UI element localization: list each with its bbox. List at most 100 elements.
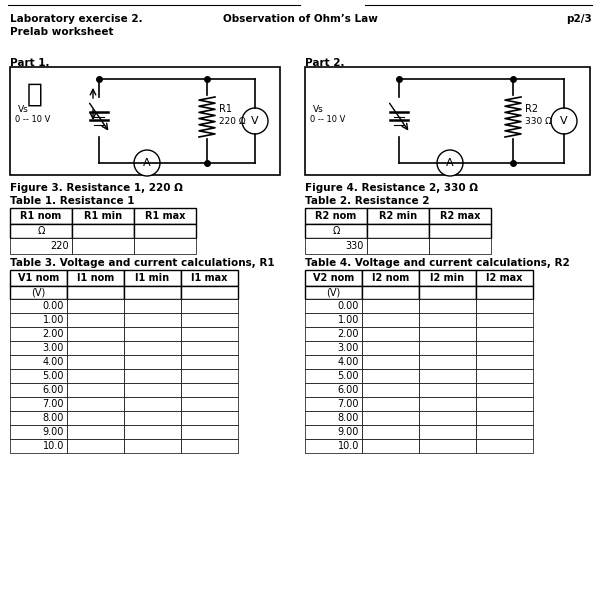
Text: Laboratory exercise 2.: Laboratory exercise 2. xyxy=(10,14,143,24)
Bar xyxy=(429,238,491,254)
Text: I1 min: I1 min xyxy=(136,273,170,283)
Text: R1 nom: R1 nom xyxy=(20,211,62,221)
Bar xyxy=(134,224,196,238)
Text: 5.00: 5.00 xyxy=(337,371,359,381)
Bar xyxy=(10,270,67,286)
Bar xyxy=(305,270,362,286)
Bar xyxy=(124,397,181,411)
Bar xyxy=(362,299,419,313)
Bar xyxy=(362,425,419,439)
Bar xyxy=(305,299,362,313)
Text: 10.0: 10.0 xyxy=(43,441,64,451)
Text: 0 -- 10 V: 0 -- 10 V xyxy=(15,115,50,124)
Bar xyxy=(367,238,429,254)
Bar xyxy=(124,369,181,383)
Bar xyxy=(67,397,124,411)
Bar xyxy=(367,224,429,238)
Bar xyxy=(124,355,181,369)
Bar xyxy=(305,425,362,439)
Bar xyxy=(10,383,67,397)
Bar xyxy=(305,238,367,254)
Bar xyxy=(67,327,124,341)
Text: 0.00: 0.00 xyxy=(43,301,64,311)
Bar xyxy=(10,299,67,313)
Bar xyxy=(419,313,476,327)
Bar xyxy=(10,224,72,238)
Bar xyxy=(305,411,362,425)
Bar xyxy=(134,208,196,224)
Bar xyxy=(124,299,181,313)
Bar xyxy=(305,313,362,327)
Text: I1 max: I1 max xyxy=(191,273,227,283)
Text: 8.00: 8.00 xyxy=(338,413,359,423)
Bar xyxy=(10,208,72,224)
Bar xyxy=(181,327,238,341)
Text: Figure 3. Resistance 1, 220 Ω: Figure 3. Resistance 1, 220 Ω xyxy=(10,183,183,193)
Text: 9.00: 9.00 xyxy=(43,427,64,437)
Text: A: A xyxy=(143,158,151,168)
Bar xyxy=(476,299,533,313)
Bar xyxy=(362,369,419,383)
Text: I1 nom: I1 nom xyxy=(77,273,114,283)
Text: I2 nom: I2 nom xyxy=(372,273,409,283)
Bar xyxy=(362,327,419,341)
Text: V: V xyxy=(560,116,568,126)
Text: 3.00: 3.00 xyxy=(338,343,359,353)
Bar xyxy=(10,341,67,355)
Bar xyxy=(10,313,67,327)
Bar xyxy=(10,439,67,453)
Bar xyxy=(419,327,476,341)
Circle shape xyxy=(134,150,160,176)
Bar xyxy=(476,425,533,439)
Bar xyxy=(67,286,124,299)
Text: 8.00: 8.00 xyxy=(43,413,64,423)
Bar xyxy=(305,341,362,355)
Bar xyxy=(305,355,362,369)
Text: Vs: Vs xyxy=(18,105,29,114)
Text: V1 nom: V1 nom xyxy=(18,273,59,283)
Bar xyxy=(476,327,533,341)
Bar xyxy=(10,355,67,369)
Bar xyxy=(362,439,419,453)
Bar xyxy=(10,425,67,439)
Bar xyxy=(124,286,181,299)
Text: R1: R1 xyxy=(219,104,232,114)
Text: Table 3. Voltage and current calculations, R1: Table 3. Voltage and current calculation… xyxy=(10,258,275,268)
Bar xyxy=(67,313,124,327)
Text: R1 max: R1 max xyxy=(145,211,185,221)
Text: R2 max: R2 max xyxy=(440,211,480,221)
Bar xyxy=(124,439,181,453)
Text: Observation of Ohm’s Law: Observation of Ohm’s Law xyxy=(223,14,377,24)
Text: 330 Ω: 330 Ω xyxy=(525,118,552,127)
Text: I2 min: I2 min xyxy=(430,273,464,283)
Bar xyxy=(181,425,238,439)
Bar xyxy=(124,383,181,397)
Text: Prelab worksheet: Prelab worksheet xyxy=(10,27,113,37)
Bar xyxy=(419,411,476,425)
Bar xyxy=(67,299,124,313)
Circle shape xyxy=(242,108,268,134)
Text: ✋: ✋ xyxy=(27,82,43,108)
Text: (V): (V) xyxy=(326,288,341,297)
Bar xyxy=(72,208,134,224)
Bar xyxy=(67,369,124,383)
Bar xyxy=(124,411,181,425)
Bar xyxy=(362,397,419,411)
Bar xyxy=(181,369,238,383)
Text: 2.00: 2.00 xyxy=(337,329,359,339)
Text: 5.00: 5.00 xyxy=(43,371,64,381)
Bar xyxy=(362,286,419,299)
Bar xyxy=(476,286,533,299)
Text: A: A xyxy=(446,158,454,168)
Bar xyxy=(305,67,590,175)
Bar xyxy=(419,369,476,383)
Bar xyxy=(181,355,238,369)
Text: Part 2.: Part 2. xyxy=(305,58,344,68)
Bar xyxy=(10,327,67,341)
Bar xyxy=(181,313,238,327)
Bar xyxy=(362,383,419,397)
Bar xyxy=(67,425,124,439)
Bar xyxy=(181,397,238,411)
Bar xyxy=(10,411,67,425)
Text: 220 Ω: 220 Ω xyxy=(219,118,245,127)
